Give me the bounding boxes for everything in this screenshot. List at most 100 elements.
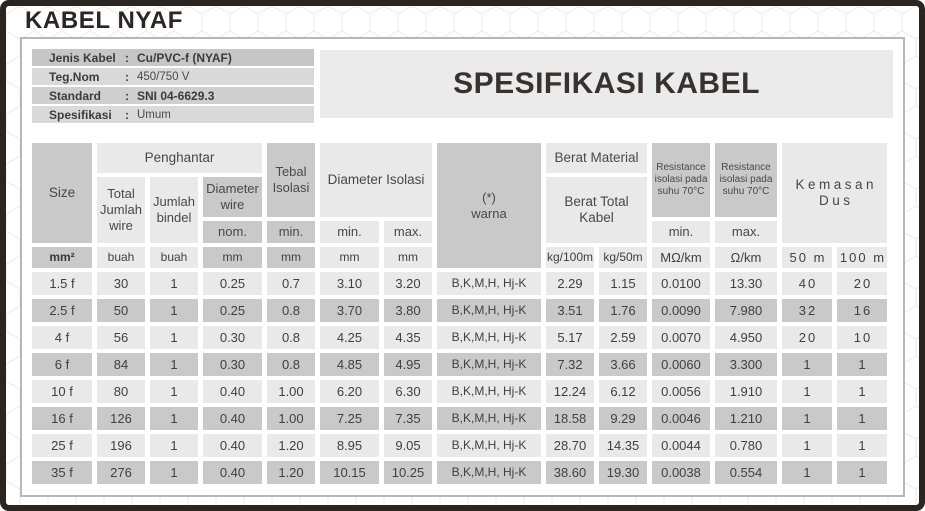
page-title: KABEL NYAF — [25, 7, 184, 34]
cell-warna: B,K,M,H, Hj-K — [437, 407, 541, 430]
cell-warna: B,K,M,H, Hj-K — [437, 380, 541, 403]
col-header-resistance-min-title: Resistance isolasi pada suhu 70°C — [652, 143, 710, 217]
kemasan-label: Kemasan — [795, 176, 878, 192]
cell-total-jumlah-wire: 30 — [97, 272, 145, 295]
info-value: Cu/PVC-f (NYAF) — [137, 50, 232, 65]
cell-diameter-isolasi-max: 6.30 — [384, 380, 432, 403]
col-header-berat-total-kabel: Berat Total Kabel — [546, 177, 647, 243]
cell-diameter-isolasi-min: 8.95 — [320, 434, 379, 457]
col-header-kemasan-dus: Kemasan Dus — [782, 143, 887, 243]
cell-berat-kg-100m: 2.29 — [546, 272, 594, 295]
cell-total-jumlah-wire: 276 — [97, 461, 145, 484]
cell-diameter-wire-nom: 0.40 — [203, 380, 262, 403]
cell-berat-kg-100m: 28.70 — [546, 434, 594, 457]
warna-label: warna — [471, 205, 507, 221]
cell-total-jumlah-wire: 126 — [97, 407, 145, 430]
cell-berat-kg-50m: 19.30 — [599, 461, 647, 484]
cell-jumlah-bindel: 1 — [150, 434, 198, 457]
info-separator: : — [125, 50, 129, 65]
col-header-resistance-min: min. — [652, 221, 710, 243]
cell-kemasan-100m: 20 — [837, 272, 887, 295]
col-header-diameter-isolasi: Diameter Isolasi — [320, 143, 432, 217]
cell-berat-kg-100m: 3.51 — [546, 299, 594, 322]
info-row-jenis-kabel: Jenis Kabel : Cu/PVC-f (NYAF) — [32, 49, 314, 66]
cell-kemasan-50m: 1 — [782, 434, 832, 457]
dus-label: Dus — [818, 193, 854, 208]
col-header-tebal-isolasi: Tebal Isolasi — [267, 143, 315, 217]
cell-warna: B,K,M,H, Hj-K — [437, 353, 541, 376]
col-header-berat-material: Berat Material — [546, 143, 647, 173]
unit-resistance-max: Ω/km — [715, 247, 777, 268]
cell-kemasan-100m: 1 — [837, 407, 887, 430]
cell-size: 25 f — [32, 434, 92, 457]
info-separator: : — [125, 107, 129, 122]
cell-diameter-wire-nom: 0.40 — [203, 407, 262, 430]
cell-diameter-isolasi-min: 3.10 — [320, 272, 379, 295]
cell-size: 10 f — [32, 380, 92, 403]
cell-warna: B,K,M,H, Hj-K — [437, 326, 541, 349]
col-header-resistance-max: max. — [715, 221, 777, 243]
cable-info-panel: Jenis Kabel : Cu/PVC-f (NYAF) Teg.Nom : … — [32, 49, 314, 125]
unit-resistance-min: MΩ/km — [652, 247, 710, 268]
cell-size: 35 f — [32, 461, 92, 484]
unit-diameter-wire: mm — [203, 247, 262, 268]
col-header-tebal-isolasi-min: min. — [267, 221, 315, 243]
cell-resistance-min: 0.0100 — [652, 272, 710, 295]
cell-diameter-isolasi-max: 3.20 — [384, 272, 432, 295]
cell-kemasan-50m: 32 — [782, 299, 832, 322]
cell-resistance-min: 0.0046 — [652, 407, 710, 430]
cell-jumlah-bindel: 1 — [150, 299, 198, 322]
cell-kemasan-100m: 1 — [837, 461, 887, 484]
cell-size: 4 f — [32, 326, 92, 349]
cell-tebal-isolasi-min: 1.20 — [267, 434, 315, 457]
unit-diameter-isolasi-max: mm — [384, 247, 432, 268]
cell-jumlah-bindel: 1 — [150, 326, 198, 349]
cell-resistance-max: 3.300 — [715, 353, 777, 376]
cell-diameter-isolasi-min: 3.70 — [320, 299, 379, 322]
cell-diameter-wire-nom: 0.40 — [203, 434, 262, 457]
cell-berat-kg-100m: 18.58 — [546, 407, 594, 430]
cell-diameter-isolasi-min: 10.15 — [320, 461, 379, 484]
cell-tebal-isolasi-min: 0.8 — [267, 326, 315, 349]
cell-kemasan-50m: 1 — [782, 380, 832, 403]
unit-diameter-isolasi-min: mm — [320, 247, 379, 268]
cell-total-jumlah-wire: 196 — [97, 434, 145, 457]
cell-kemasan-50m: 20 — [782, 326, 832, 349]
info-label: Spesifikasi — [49, 107, 112, 122]
col-header-diameter-isolasi-min: min. — [320, 221, 379, 243]
cell-kemasan-100m: 1 — [837, 380, 887, 403]
cell-kemasan-50m: 1 — [782, 407, 832, 430]
cell-diameter-isolasi-max: 4.95 — [384, 353, 432, 376]
cell-size: 6 f — [32, 353, 92, 376]
cell-kemasan-100m: 1 — [837, 353, 887, 376]
col-header-resistance-max-title: Resistance isolasi pada suhu 70°C — [715, 143, 777, 217]
unit-kemasan-50m: 50 m — [782, 247, 832, 268]
cell-jumlah-bindel: 1 — [150, 272, 198, 295]
cell-resistance-min: 0.0056 — [652, 380, 710, 403]
cell-kemasan-50m: 1 — [782, 461, 832, 484]
cell-resistance-max: 0.554 — [715, 461, 777, 484]
cell-total-jumlah-wire: 50 — [97, 299, 145, 322]
info-label: Teg.Nom — [49, 69, 100, 84]
cell-warna: B,K,M,H, Hj-K — [437, 299, 541, 322]
col-header-warna: (*) warna — [437, 143, 541, 268]
cell-resistance-max: 13.30 — [715, 272, 777, 295]
cell-kemasan-100m: 10 — [837, 326, 887, 349]
cell-berat-kg-100m: 38.60 — [546, 461, 594, 484]
cell-berat-kg-100m: 12.24 — [546, 380, 594, 403]
cell-resistance-max: 4.950 — [715, 326, 777, 349]
cell-berat-kg-50m: 1.76 — [599, 299, 647, 322]
cell-resistance-min: 0.0060 — [652, 353, 710, 376]
info-separator: : — [125, 88, 129, 103]
cell-diameter-isolasi-max: 10.25 — [384, 461, 432, 484]
cell-diameter-isolasi-max: 4.35 — [384, 326, 432, 349]
cell-diameter-isolasi-min: 4.85 — [320, 353, 379, 376]
cell-resistance-min: 0.0044 — [652, 434, 710, 457]
spec-title-banner: SPESIFIKASI KABEL — [320, 50, 893, 118]
info-value: 450/750 V — [137, 70, 190, 83]
cell-berat-kg-100m: 7.32 — [546, 353, 594, 376]
cell-total-jumlah-wire: 56 — [97, 326, 145, 349]
info-value: SNI 04-6629.3 — [137, 88, 215, 103]
cell-size: 2.5 f — [32, 299, 92, 322]
cell-berat-kg-50m: 6.12 — [599, 380, 647, 403]
